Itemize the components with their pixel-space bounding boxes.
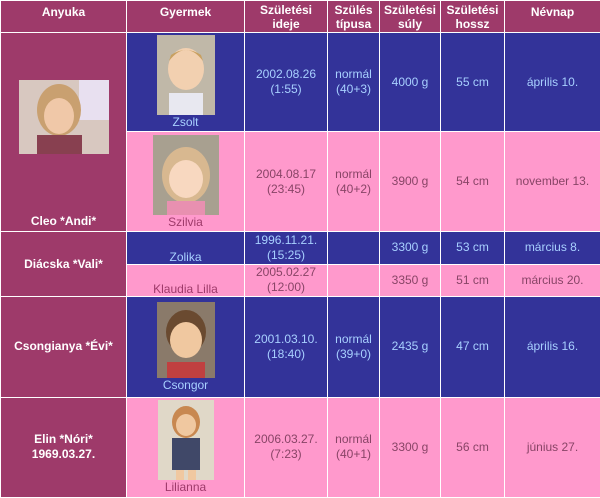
child-name: Zsolt	[172, 115, 199, 130]
child-photo-icon	[156, 35, 215, 116]
nameday-cell: április 10.	[526, 74, 579, 89]
birth-weight-cell: 3300 g	[391, 439, 429, 454]
header-birth-length: Születési hossz	[441, 1, 504, 33]
birth-weight-cell: 3900 g	[391, 174, 429, 189]
table-row: Csongianya *Évi* Csongor 2001.03.10. (18:…	[1, 297, 600, 397]
mother-name: Csongianya *Évi*	[14, 339, 113, 354]
mother-photo-icon	[18, 80, 109, 155]
table-row: Cleo *Andi* Zsolt 2002.08.26 (1:55) normá…	[1, 33, 600, 232]
child-cell: Zolika	[127, 232, 244, 264]
child-photo-icon	[156, 301, 215, 378]
nameday-cell: március 8.	[524, 240, 581, 255]
child-photo-icon	[157, 400, 214, 481]
mother-cell: Cleo *Andi*	[1, 33, 126, 232]
birth-weight-cell: 2435 g	[391, 339, 429, 354]
mother-cell: Diácska *Vali*	[1, 232, 126, 297]
child-cell: Szilvia	[127, 132, 244, 231]
header-birth-type: Szülés típusa	[328, 1, 379, 33]
birth-date-cell: 2006.03.27. (7:23)	[254, 432, 318, 462]
mother-cell: Csongianya *Évi*	[1, 297, 126, 397]
birth-length-cell: 55 cm	[456, 74, 489, 89]
birth-type-cell: normál (40+2)	[335, 166, 372, 196]
child-name: Klaudia Lilla	[153, 282, 218, 297]
birth-date-cell: 1996.11.21. (15:25)	[254, 232, 318, 262]
birth-weight-cell: 4000 g	[391, 74, 429, 89]
header-nameday: Névnap	[505, 1, 600, 33]
mother-name: Cleo *Andi*	[30, 214, 97, 229]
birth-weight-cell: 3350 g	[391, 272, 429, 287]
birth-type-cell: normál (39+0)	[335, 331, 372, 361]
child-cell: Lilianna	[127, 398, 244, 497]
nameday-cell: november 13.	[515, 174, 590, 189]
nameday-cell: június 27.	[526, 439, 579, 454]
birth-length-cell: 54 cm	[456, 174, 489, 189]
birth-type-cell: normál (40+3)	[335, 67, 372, 97]
birth-date-cell: 2002.08.26 (1:55)	[255, 67, 317, 97]
birth-date-cell: 2001.03.10. (18:40)	[254, 331, 318, 361]
header-child: Gyermek	[127, 1, 244, 33]
nameday-cell: március 20.	[521, 272, 584, 287]
birth-length-cell: 53 cm	[456, 240, 489, 255]
child-photo-icon	[152, 134, 219, 215]
birth-type-cell	[328, 232, 379, 263]
child-name: Lilianna	[164, 480, 207, 495]
child-name: Szilvia	[168, 214, 203, 229]
child-cell: Csongor	[127, 297, 244, 396]
birth-length-cell: 56 cm	[456, 439, 489, 454]
birth-type-cell	[328, 265, 379, 296]
birth-length-cell: 51 cm	[456, 272, 489, 287]
mother-cell: Elin *Nóri* 1969.03.27.	[1, 397, 126, 497]
table-row: Elin *Nóri* 1969.03.27. Lilianna 2006.03…	[1, 397, 600, 497]
header-mother: Anyuka	[1, 1, 126, 33]
child-cell: Zsolt	[127, 33, 244, 130]
child-name: Zolika	[169, 249, 202, 264]
nameday-cell: április 16.	[526, 339, 579, 354]
birth-length-cell: 47 cm	[456, 339, 489, 354]
mother-name: Elin *Nóri*	[34, 432, 93, 447]
child-cell: Klaudia Lilla	[127, 265, 244, 296]
birth-weight-cell: 3300 g	[391, 240, 429, 255]
header-birth-date: Születési ideje	[245, 1, 327, 33]
mother-extra: 1969.03.27.	[31, 447, 96, 462]
table-row: Diácska *Vali* Zolika 1996.11.21. (15:25)…	[1, 232, 600, 297]
birth-date-cell: 2004.08.17 (23:45)	[255, 166, 317, 196]
birth-type-cell: normál (40+1)	[335, 432, 372, 462]
child-name: Csongor	[162, 377, 209, 392]
header-birth-weight: Születési súly	[380, 1, 440, 33]
birth-date-cell: 2005.02.27 (12:00)	[255, 265, 317, 295]
mother-name: Diácska *Vali*	[24, 256, 103, 271]
